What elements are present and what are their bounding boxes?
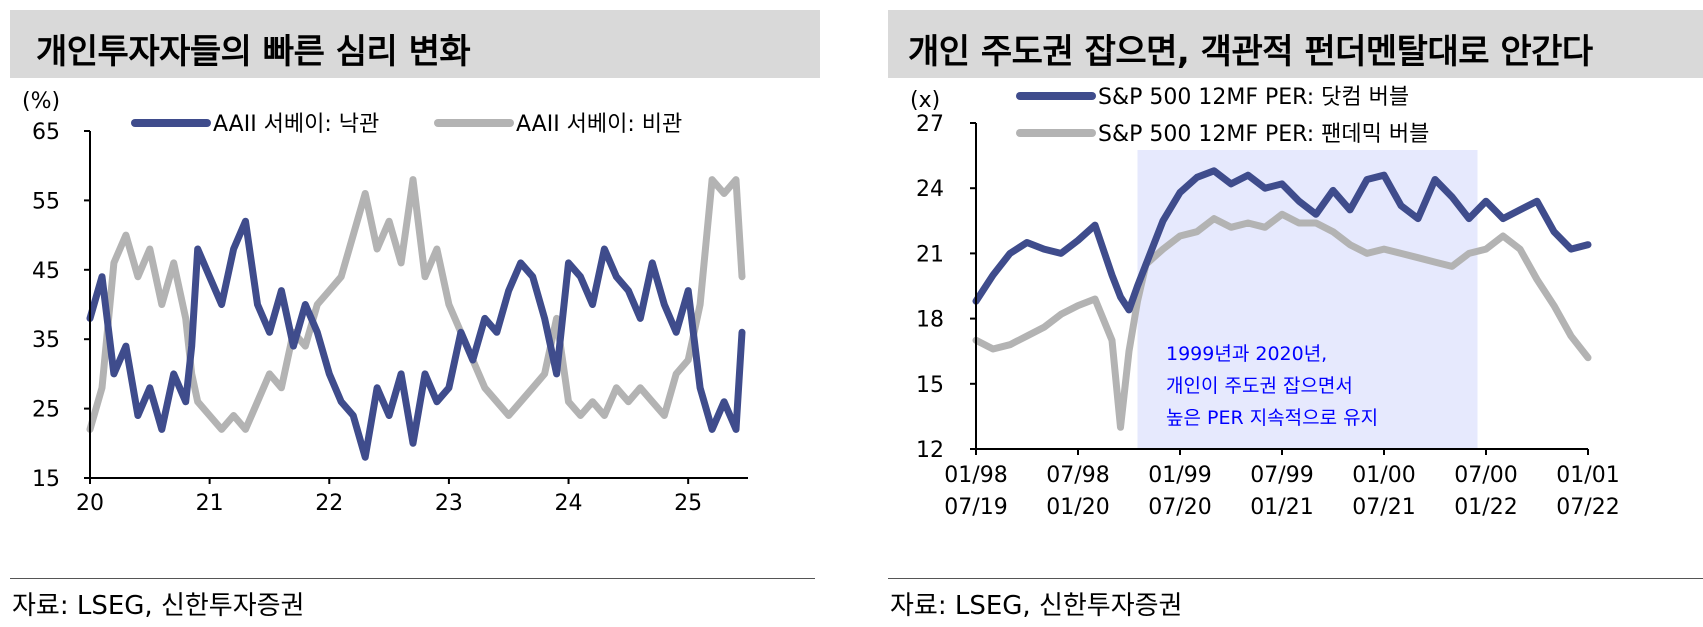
x-tick-label: 24 — [555, 491, 583, 516]
x-tick-label-top: 07/98 — [1046, 463, 1109, 488]
sentiment-line-chart: (%) 65 55 45 35 25 15 20 21 22 23 24 25 AAII 서베이: 낙관 A… — [22, 89, 748, 516]
annotation-text: 1999년과 2020년, — [1166, 343, 1327, 365]
x-tick-label-top: 01/99 — [1148, 463, 1211, 488]
legend-label: S&P 500 12MF PER: 닷컴 버블 — [1098, 85, 1409, 110]
y-tick-label: 18 — [916, 308, 944, 333]
optimism-series-line — [86, 217, 746, 461]
source-divider — [10, 578, 815, 579]
source-note: 자료: LSEG, 신한투자증권 — [890, 591, 1183, 621]
x-tick-label: 20 — [76, 491, 104, 516]
x-tick-label-bottom: 07/22 — [1556, 495, 1619, 520]
pessimism-series-line — [86, 176, 746, 433]
x-tick-label-bottom: 07/19 — [944, 495, 1007, 520]
source-note: 자료: LSEG, 신한투자증권 — [12, 591, 305, 621]
legend-label: AAII 서베이: 비관 — [516, 112, 682, 137]
x-tick-label-top: 07/00 — [1454, 463, 1517, 488]
dotcom-series-line — [972, 167, 1592, 314]
y-tick-label: 21 — [916, 242, 944, 267]
x-tick-label-bottom: 01/21 — [1250, 495, 1313, 520]
y-tick-label: 55 — [32, 189, 60, 214]
chart-panel-right: 개인 주도권 잡으면, 객관적 펀더멘탈대로 안간다 (x) 27 24 21 18 15… — [888, 0, 1703, 627]
chart-title: 개인투자자들의 빠른 심리 변화 — [36, 32, 471, 72]
x-tick-label: 22 — [315, 491, 343, 516]
y-tick-label: 15 — [32, 467, 60, 492]
x-tick-label-top: 01/98 — [944, 463, 1007, 488]
y-tick-label: 12 — [916, 438, 944, 463]
annotation-text: 개인이 주도권 잡으면서 — [1166, 375, 1353, 397]
x-tick-label-bottom: 01/22 — [1454, 495, 1517, 520]
y-axis-unit: (%) — [22, 89, 60, 114]
legend-label: AAII 서베이: 낙관 — [213, 112, 379, 137]
chart-title: 개인 주도권 잡으면, 객관적 펀더멘탈대로 안간다 — [908, 32, 1593, 72]
y-tick-label: 15 — [916, 373, 944, 398]
annotation-text: 높은 PER 지속적으로 유지 — [1166, 407, 1378, 429]
x-tick-label: 23 — [435, 491, 463, 516]
x-tick-label-top: 01/00 — [1352, 463, 1415, 488]
chart-title-bar: 개인투자자들의 빠른 심리 변화 — [10, 10, 820, 78]
highlight-region — [1137, 150, 1478, 449]
y-tick-label: 27 — [916, 112, 944, 137]
y-axis-unit: (x) — [910, 88, 940, 113]
x-tick-label-bottom: 07/21 — [1352, 495, 1415, 520]
x-tick-label-bottom: 01/20 — [1046, 495, 1109, 520]
y-tick-label: 35 — [32, 328, 60, 353]
x-tick-label-bottom: 07/20 — [1148, 495, 1211, 520]
y-tick-label: 65 — [32, 120, 60, 145]
x-tick-label: 25 — [674, 491, 702, 516]
chart-title-bar: 개인 주도권 잡으면, 객관적 펀더멘탈대로 안간다 — [888, 10, 1703, 78]
chart-panel-left: 개인투자자들의 빠른 심리 변화 (%) 65 55 45 35 25 15 20 21 22 23… — [0, 0, 820, 627]
y-tick-label: 24 — [916, 177, 944, 202]
source-divider — [888, 578, 1703, 579]
x-tick-label-top: 07/99 — [1250, 463, 1313, 488]
legend-label: S&P 500 12MF PER: 팬데믹 버블 — [1098, 122, 1429, 147]
pandemic-series-line — [972, 210, 1592, 431]
y-tick-label: 25 — [32, 398, 60, 423]
y-tick-label: 45 — [32, 259, 60, 284]
x-tick-label-top: 01/01 — [1556, 463, 1619, 488]
x-tick-label: 21 — [196, 491, 224, 516]
